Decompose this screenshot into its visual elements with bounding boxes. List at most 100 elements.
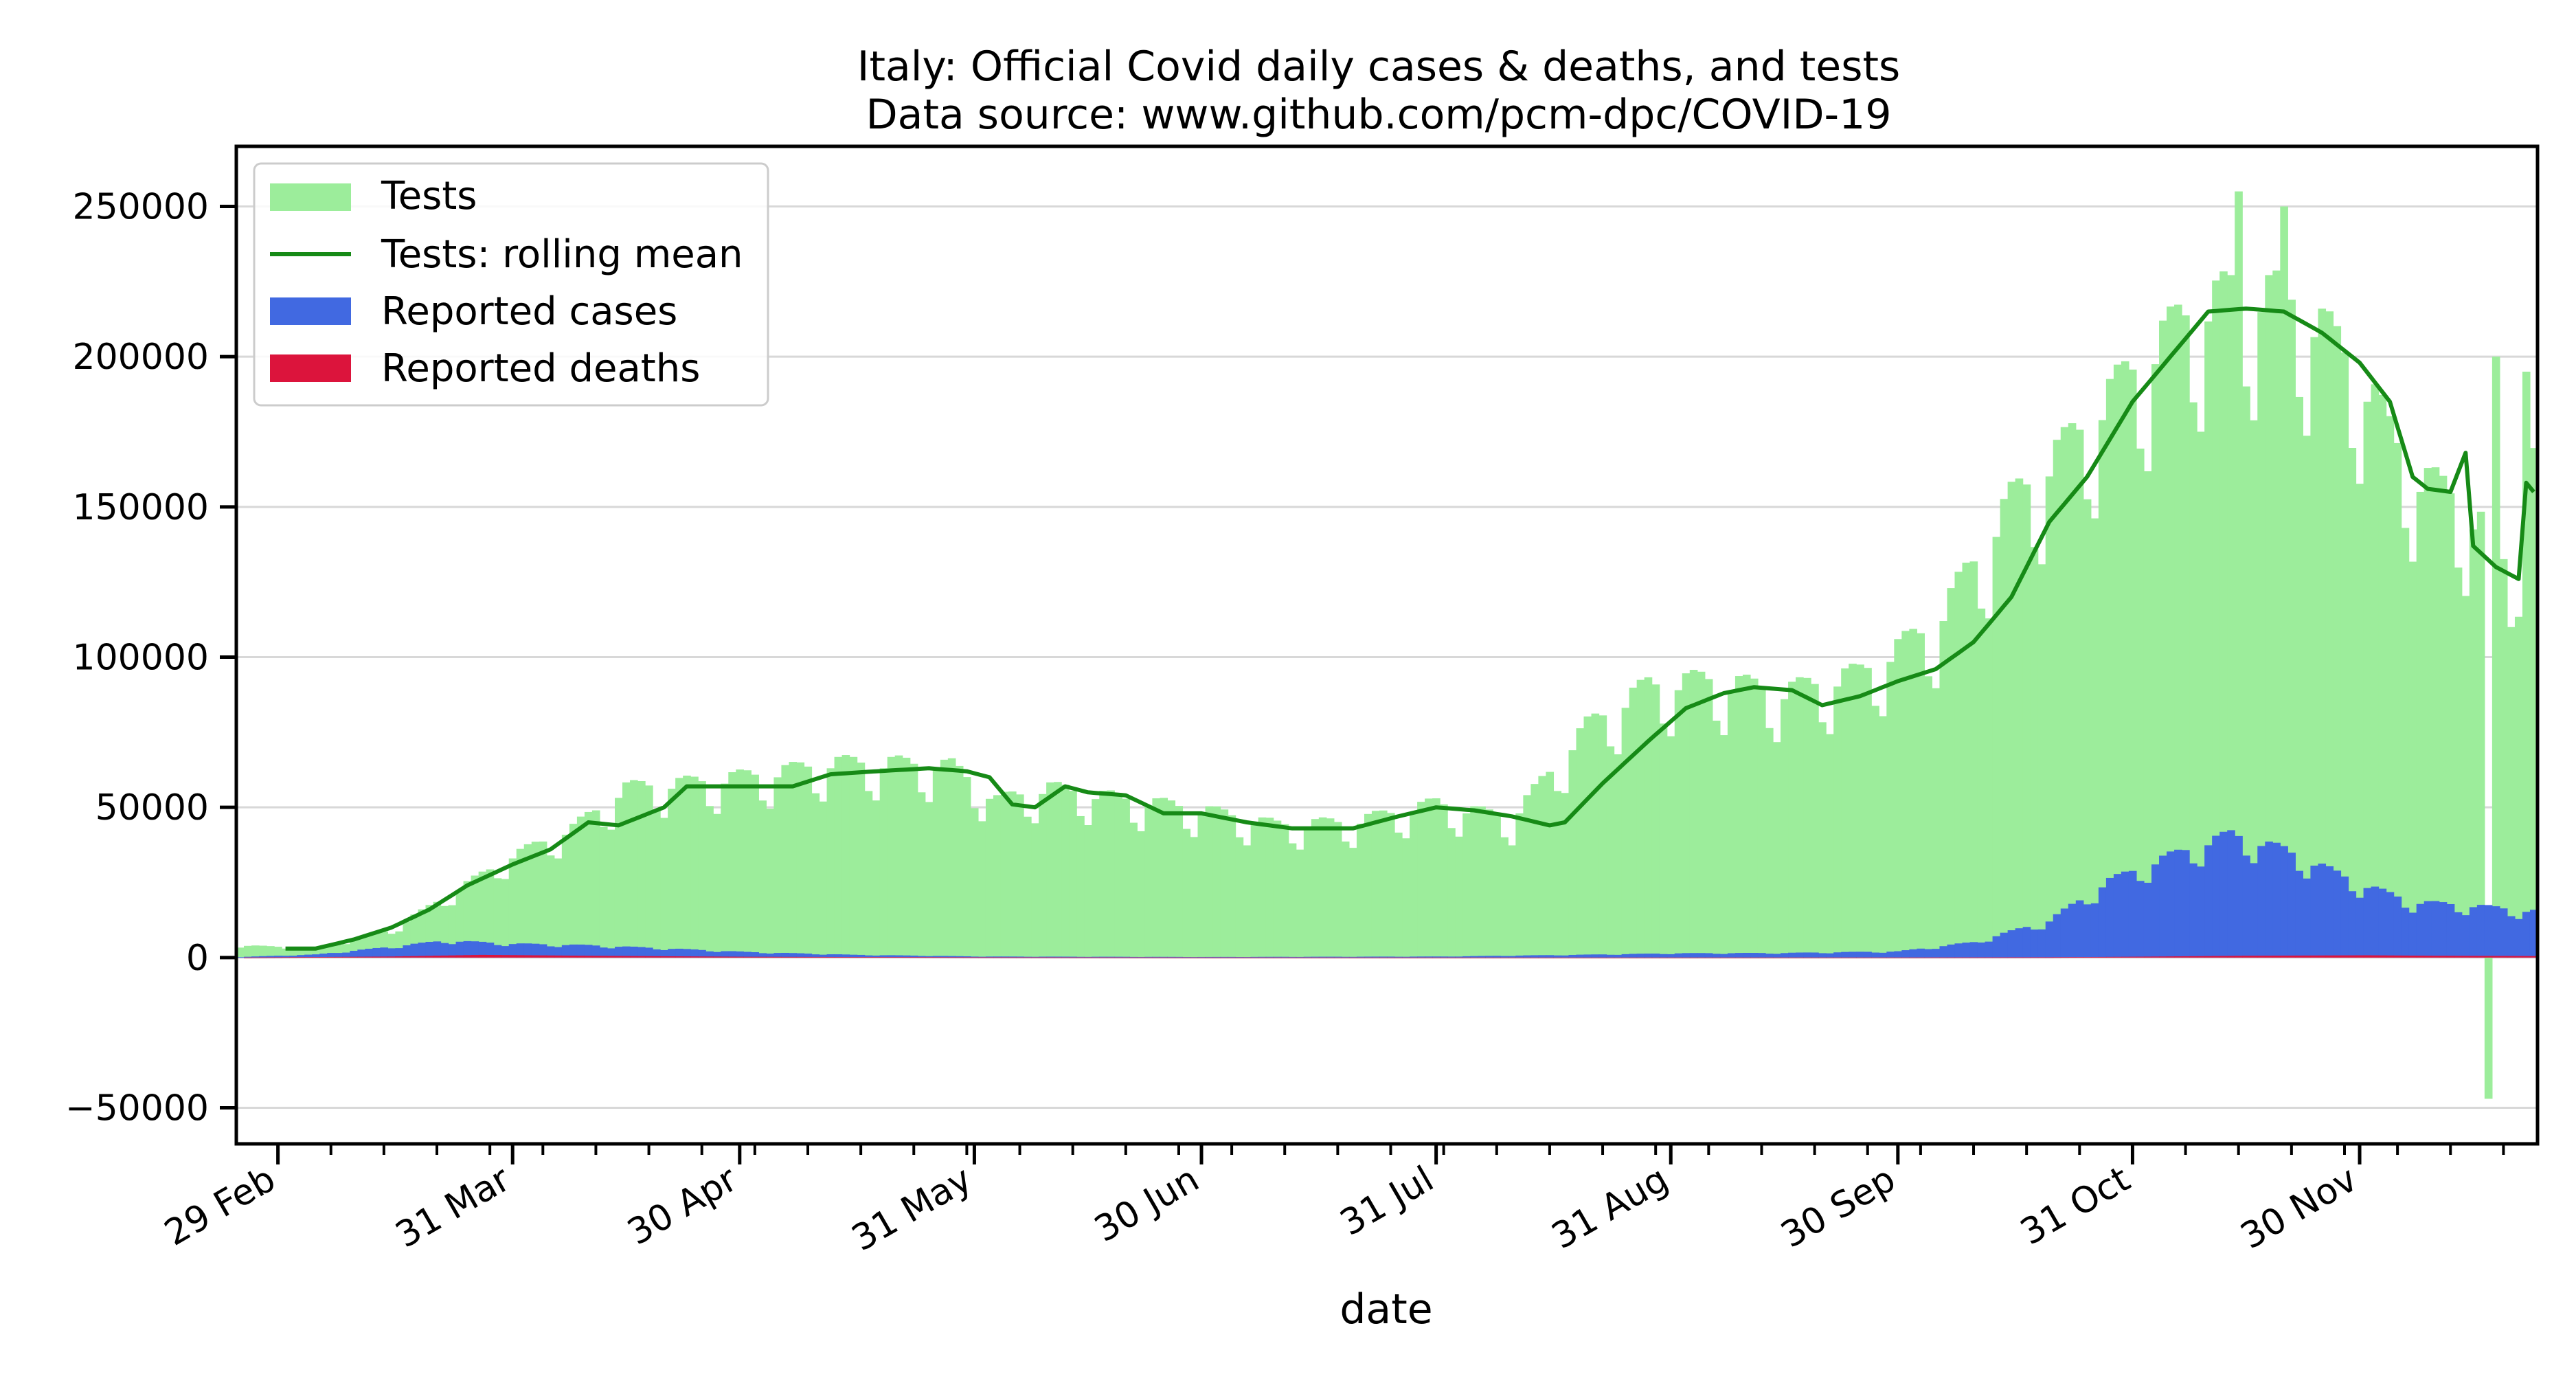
cases-bar	[857, 954, 866, 958]
deaths-bar	[2303, 955, 2312, 958]
tests-bar	[1833, 686, 1842, 958]
deaths-bar	[2167, 956, 2175, 958]
cases-bar	[1076, 956, 1085, 958]
cases-bar	[2416, 903, 2425, 958]
tests-bar	[864, 791, 873, 958]
cases-bar	[304, 954, 313, 958]
cases-bar	[947, 956, 956, 958]
deaths-bar	[2469, 956, 2478, 958]
tests-bar	[811, 793, 820, 958]
tests-bar	[743, 770, 752, 958]
tests-bar	[630, 780, 638, 958]
tests-bar	[2461, 596, 2470, 958]
tests-bar	[1175, 806, 1184, 958]
deaths-bar	[2340, 955, 2349, 958]
tests-bar	[2522, 372, 2531, 958]
cases-bar	[1735, 953, 1743, 958]
cases-bar	[523, 943, 532, 958]
tests-bar	[1024, 816, 1032, 958]
cases-bar	[2204, 845, 2213, 958]
tests-bar	[244, 945, 252, 958]
cases-bar	[1212, 956, 1221, 958]
cases-bar	[1341, 956, 1350, 958]
tests-bar	[1167, 800, 1176, 958]
deaths-bar	[2257, 956, 2266, 958]
tests-bar	[1894, 639, 1902, 958]
tests-bar	[1591, 713, 1600, 958]
cases-bar	[2136, 881, 2145, 958]
tests-bar	[1962, 562, 1971, 958]
tests-bar	[2310, 337, 2319, 958]
cases-bar	[2090, 903, 2099, 958]
tests-bar	[2393, 442, 2402, 958]
tests-bar	[1092, 799, 1100, 958]
cases-bar	[463, 941, 472, 958]
deaths-bar	[2113, 956, 2122, 958]
cases-bar	[1402, 956, 1410, 958]
tests-bar	[1909, 629, 1917, 958]
deaths-bar	[410, 956, 419, 958]
deaths-bar	[599, 956, 608, 958]
tests-bar	[2295, 396, 2303, 958]
deaths-bars	[244, 954, 2538, 958]
cases-bar	[2484, 905, 2493, 958]
chart-subtitle: Data source: www.github.com/pcm-dpc/COVI…	[866, 91, 1891, 139]
deaths-bar	[962, 957, 971, 958]
tests-bar	[2454, 567, 2463, 958]
tests-bar	[1265, 818, 1274, 958]
cases-bar	[1084, 956, 1092, 958]
tests-bar	[902, 757, 911, 958]
cases-bar	[2499, 908, 2508, 958]
cases-bar	[917, 956, 926, 958]
deaths-bar	[2015, 957, 2024, 958]
cases-bar	[1008, 956, 1017, 958]
cases-bar	[1364, 956, 1372, 958]
tests-bar	[1508, 845, 1516, 958]
tests-bar	[463, 881, 472, 958]
cases-bar	[1742, 952, 1751, 958]
tests-bar	[327, 944, 335, 958]
tests-bar	[2136, 448, 2145, 958]
tests-bar	[721, 783, 729, 958]
cases-bar	[902, 955, 911, 958]
tests-bar	[2250, 420, 2258, 958]
tests-bar	[1735, 676, 1743, 958]
y-tick-label: 100000	[72, 637, 209, 678]
legend-frame	[253, 162, 769, 407]
cases-bar	[1175, 956, 1184, 958]
cases-bar	[773, 953, 782, 958]
tests-bar	[1757, 688, 1766, 958]
deaths-bar	[2227, 956, 2235, 958]
deaths-bar	[2514, 956, 2523, 958]
tests-bar	[705, 806, 714, 958]
y-tick-label: −50000	[65, 1088, 209, 1129]
tests-bar	[887, 756, 896, 958]
cases-bar	[251, 956, 260, 958]
tests-bar	[872, 800, 881, 958]
cases-bar	[2408, 912, 2417, 958]
deaths-bar	[2143, 956, 2152, 958]
cases-bar	[1826, 953, 1834, 958]
cases-bar	[1757, 953, 1766, 958]
deaths-bar	[736, 956, 744, 958]
tests-bar	[819, 801, 828, 958]
tests-bar	[1932, 688, 1941, 958]
tests-bar	[2529, 448, 2538, 958]
cases-bar	[1644, 954, 1653, 958]
cases-bar	[1924, 949, 1933, 958]
tests-bar	[1417, 802, 1425, 958]
cases-bar	[1788, 952, 1796, 958]
cases-bar	[1500, 956, 1509, 958]
tests-bar	[1659, 723, 1668, 958]
tests-bar	[2257, 312, 2266, 958]
deaths-bar	[675, 956, 683, 958]
cases-bar	[289, 956, 297, 958]
deaths-bar	[728, 956, 736, 958]
tests-bar	[2303, 436, 2312, 958]
cases-bar	[2310, 866, 2319, 958]
tests-bar	[1387, 813, 1395, 958]
tests-bar	[1803, 677, 1811, 958]
tests-bar	[2424, 468, 2432, 958]
deaths-bar	[304, 957, 313, 958]
